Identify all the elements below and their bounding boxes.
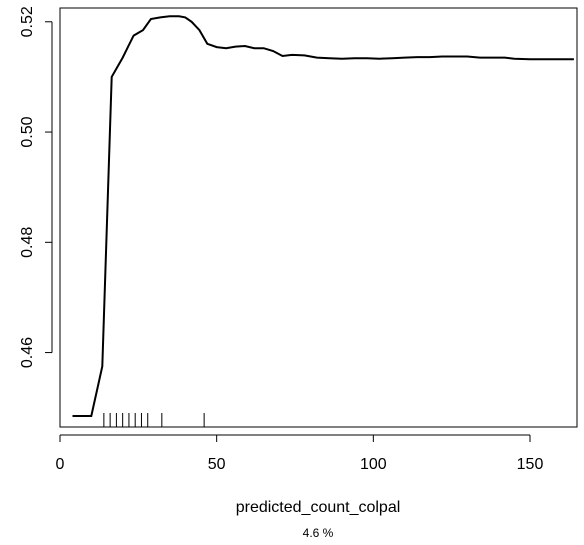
y-tick-label: 0.48 (19, 227, 36, 258)
y-tick-label: 0.50 (19, 116, 36, 147)
x-axis-label: predicted_count_colpal (236, 499, 401, 516)
x-tick-label: 100 (360, 456, 387, 473)
y-axis: 0.46 0.48 0.50 0.52 (19, 6, 53, 368)
y-tick-label: 0.52 (19, 6, 36, 37)
x-tick-label: 150 (517, 456, 544, 473)
plot-frame (59, 7, 578, 428)
y-tick-label: 0.46 (19, 337, 36, 368)
x-tick-label: 0 (56, 456, 65, 473)
chart-subtitle: 4.6 % (303, 526, 334, 540)
x-axis: 0 50 100 150 (56, 434, 544, 473)
series-line (72, 15, 574, 417)
rug-marks (103, 413, 205, 427)
x-tick-label: 50 (208, 456, 226, 473)
